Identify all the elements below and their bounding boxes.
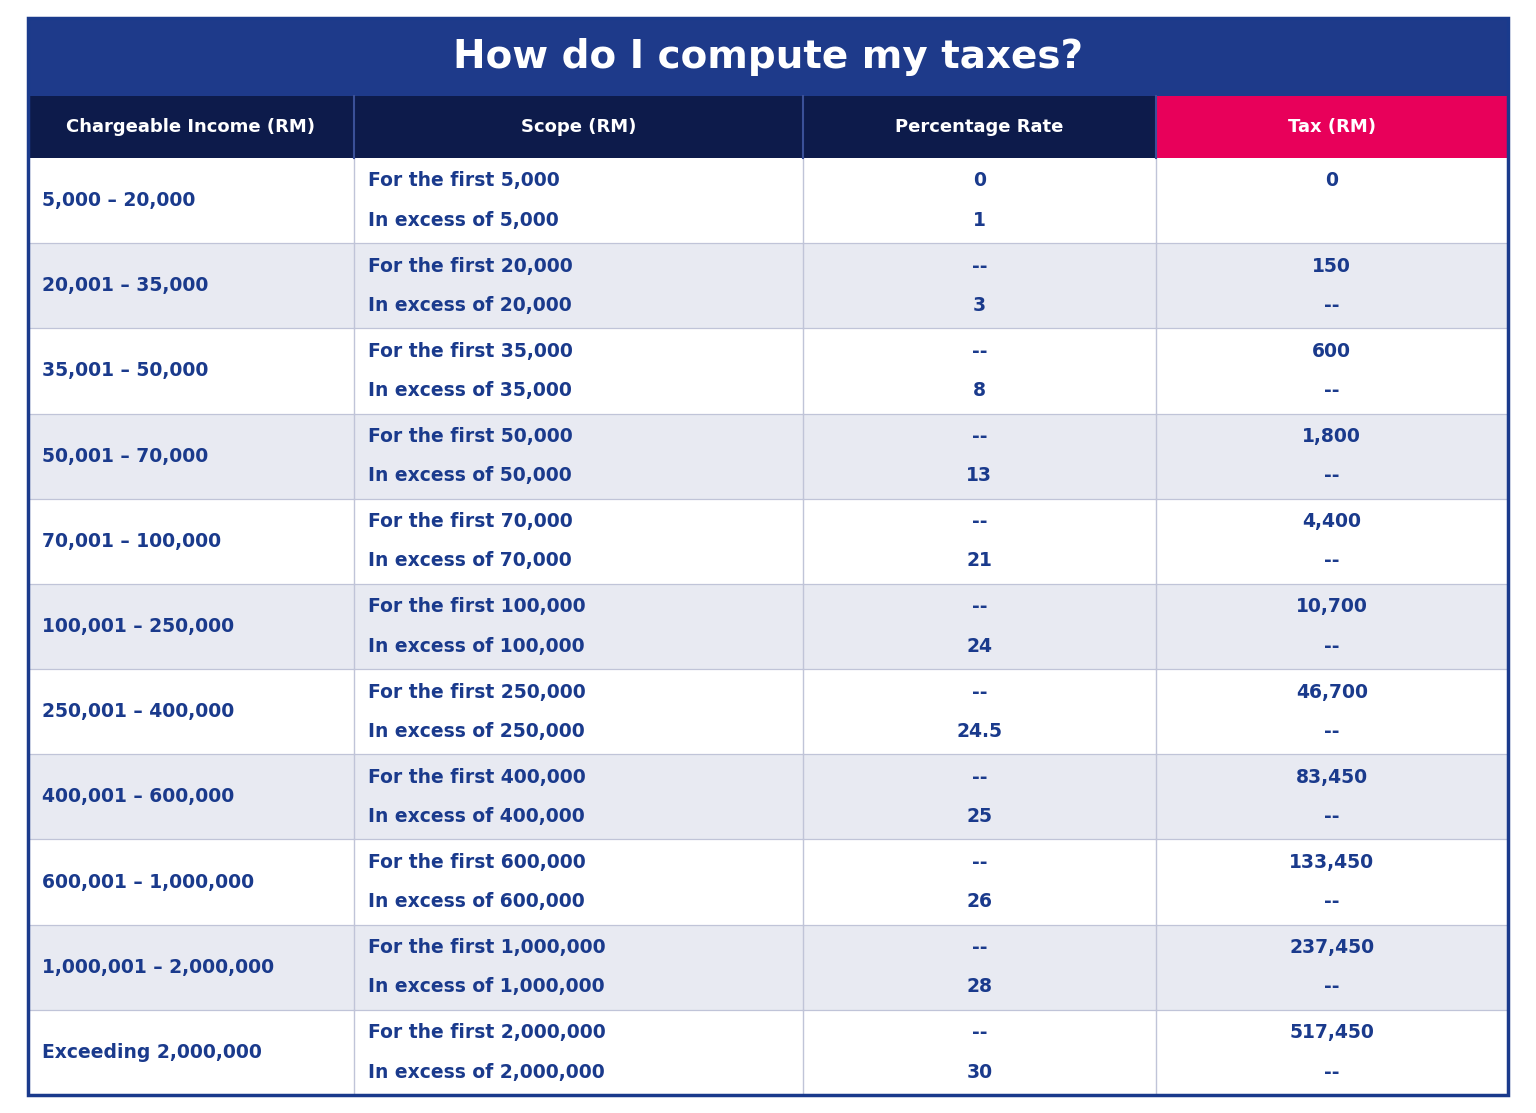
Text: --: --: [972, 682, 988, 701]
Text: --: --: [972, 1023, 988, 1042]
Text: 24.5: 24.5: [957, 721, 1003, 741]
Text: Tax (RM): Tax (RM): [1287, 118, 1376, 136]
Text: --: --: [1324, 893, 1339, 912]
Text: 26: 26: [966, 893, 992, 912]
Text: --: --: [972, 342, 988, 361]
Text: In excess of 250,000: In excess of 250,000: [367, 721, 584, 741]
Bar: [803, 96, 1155, 158]
Text: --: --: [1324, 807, 1339, 826]
Text: 600: 600: [1312, 342, 1352, 361]
Text: 24: 24: [966, 637, 992, 656]
Text: For the first 20,000: For the first 20,000: [367, 257, 573, 276]
Text: --: --: [972, 512, 988, 531]
Text: --: --: [1324, 381, 1339, 400]
Text: 3: 3: [972, 296, 986, 315]
Text: For the first 35,000: For the first 35,000: [367, 342, 573, 361]
Text: 20,001 – 35,000: 20,001 – 35,000: [41, 276, 209, 295]
Text: 5,000 – 20,000: 5,000 – 20,000: [41, 191, 195, 210]
Text: 400,001 – 600,000: 400,001 – 600,000: [41, 787, 235, 806]
Text: Chargeable Income (RM): Chargeable Income (RM): [66, 118, 315, 136]
Bar: [28, 96, 353, 158]
Text: How do I compute my taxes?: How do I compute my taxes?: [453, 38, 1083, 76]
Text: 1,000,001 – 2,000,000: 1,000,001 – 2,000,000: [41, 957, 273, 977]
Text: 0: 0: [1326, 171, 1338, 190]
Text: 600,001 – 1,000,000: 600,001 – 1,000,000: [41, 873, 253, 892]
Bar: [28, 584, 1508, 669]
Text: --: --: [972, 938, 988, 957]
Text: --: --: [972, 768, 988, 787]
Text: In excess of 400,000: In excess of 400,000: [367, 807, 584, 826]
Text: Percentage Rate: Percentage Rate: [895, 118, 1063, 136]
Text: 28: 28: [966, 977, 992, 996]
Text: --: --: [1324, 551, 1339, 570]
Text: 1: 1: [972, 210, 986, 229]
Text: Scope (RM): Scope (RM): [521, 118, 636, 136]
Text: For the first 1,000,000: For the first 1,000,000: [367, 938, 605, 957]
Text: --: --: [972, 853, 988, 871]
Text: 250,001 – 400,000: 250,001 – 400,000: [41, 702, 235, 721]
Text: For the first 70,000: For the first 70,000: [367, 512, 573, 531]
Text: In excess of 100,000: In excess of 100,000: [367, 637, 584, 656]
Bar: [28, 414, 1508, 499]
Text: In excess of 35,000: In excess of 35,000: [367, 381, 571, 400]
Bar: [28, 243, 1508, 328]
Text: --: --: [1324, 296, 1339, 315]
Text: 50,001 – 70,000: 50,001 – 70,000: [41, 446, 209, 465]
Text: 100,001 – 250,000: 100,001 – 250,000: [41, 617, 233, 636]
Text: For the first 250,000: For the first 250,000: [367, 682, 585, 701]
Text: 70,001 – 100,000: 70,001 – 100,000: [41, 532, 221, 551]
Bar: [28, 499, 1508, 584]
Text: For the first 400,000: For the first 400,000: [367, 768, 585, 787]
Text: For the first 2,000,000: For the first 2,000,000: [367, 1023, 605, 1042]
Text: In excess of 70,000: In excess of 70,000: [367, 551, 571, 570]
Bar: [28, 925, 1508, 1009]
Bar: [28, 158, 1508, 243]
Text: For the first 5,000: For the first 5,000: [367, 171, 559, 190]
Text: --: --: [1324, 721, 1339, 741]
Text: 10,700: 10,700: [1296, 598, 1367, 617]
Text: For the first 600,000: For the first 600,000: [367, 853, 585, 871]
Text: 1,800: 1,800: [1303, 427, 1361, 446]
Text: In excess of 600,000: In excess of 600,000: [367, 893, 584, 912]
Text: 83,450: 83,450: [1296, 768, 1369, 787]
Text: In excess of 50,000: In excess of 50,000: [367, 466, 571, 485]
Text: --: --: [972, 598, 988, 617]
Text: 517,450: 517,450: [1289, 1023, 1375, 1042]
Text: In excess of 1,000,000: In excess of 1,000,000: [367, 977, 604, 996]
Text: 150: 150: [1312, 257, 1352, 276]
Text: 8: 8: [972, 381, 986, 400]
Text: 30: 30: [966, 1063, 992, 1082]
Text: 46,700: 46,700: [1296, 682, 1369, 701]
Text: In excess of 5,000: In excess of 5,000: [367, 210, 559, 229]
Text: --: --: [1324, 1063, 1339, 1082]
Text: 35,001 – 50,000: 35,001 – 50,000: [41, 362, 209, 381]
Text: For the first 100,000: For the first 100,000: [367, 598, 585, 617]
Text: --: --: [972, 257, 988, 276]
Text: --: --: [1324, 977, 1339, 996]
Text: --: --: [1324, 637, 1339, 656]
Bar: [1155, 96, 1508, 158]
Bar: [353, 96, 803, 158]
Text: For the first 50,000: For the first 50,000: [367, 427, 573, 446]
Text: --: --: [972, 427, 988, 446]
Bar: [28, 1009, 1508, 1095]
Text: 237,450: 237,450: [1289, 938, 1375, 957]
Bar: [28, 755, 1508, 839]
Text: --: --: [1324, 466, 1339, 485]
Text: 25: 25: [966, 807, 992, 826]
Bar: [28, 669, 1508, 755]
Text: 21: 21: [966, 551, 992, 570]
Bar: [28, 328, 1508, 414]
Text: 13: 13: [966, 466, 992, 485]
Bar: [28, 839, 1508, 925]
Bar: [28, 18, 1508, 96]
Text: In excess of 20,000: In excess of 20,000: [367, 296, 571, 315]
Text: Exceeding 2,000,000: Exceeding 2,000,000: [41, 1043, 261, 1062]
Text: In excess of 2,000,000: In excess of 2,000,000: [367, 1063, 604, 1082]
Text: 0: 0: [972, 171, 986, 190]
Text: 133,450: 133,450: [1289, 853, 1375, 871]
Text: 4,400: 4,400: [1303, 512, 1361, 531]
